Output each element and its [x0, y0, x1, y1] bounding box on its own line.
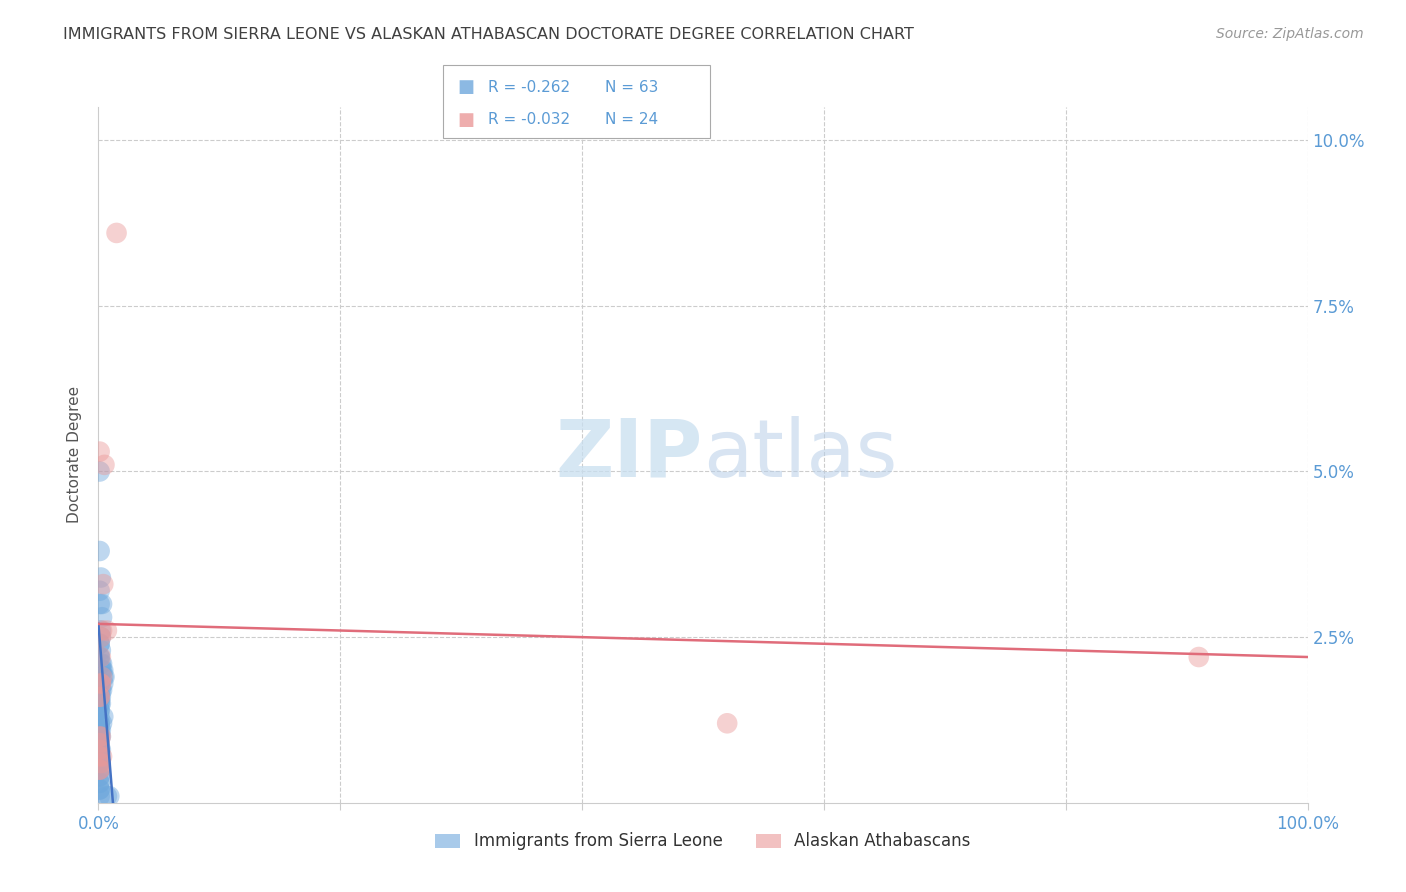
Point [89, 730, 111, 744]
Point [89, 637, 111, 651]
Text: IMMIGRANTS FROM SIERRA LEONE VS ALASKAN ATHABASCAN DOCTORATE DEGREE CORRELATION : IMMIGRANTS FROM SIERRA LEONE VS ALASKAN … [63, 27, 914, 42]
Text: ZIP: ZIP [555, 416, 703, 494]
Point [89, 703, 111, 717]
Point [105, 226, 128, 240]
Point [91, 670, 114, 684]
Point [89, 763, 111, 777]
Point [89, 637, 111, 651]
Point [89, 776, 111, 790]
Point [89, 743, 111, 757]
Point [89, 749, 111, 764]
Text: N = 24: N = 24 [605, 112, 658, 128]
Point [90, 723, 112, 737]
Y-axis label: Doctorate Degree: Doctorate Degree [67, 386, 83, 524]
Text: N = 63: N = 63 [605, 79, 658, 95]
Point [91, 657, 114, 671]
Point [91, 683, 114, 698]
Point [89, 697, 111, 711]
Point [91, 663, 114, 677]
Point [89, 736, 111, 750]
Point [93, 458, 115, 472]
Point [90, 730, 112, 744]
Point [89, 703, 111, 717]
Point [89, 690, 111, 704]
Point [89, 743, 111, 757]
Point [90, 624, 112, 638]
Point [89, 444, 111, 458]
Point [96, 624, 118, 638]
Point [89, 723, 111, 737]
Point [91, 663, 114, 677]
Text: atlas: atlas [703, 416, 897, 494]
Point [90, 676, 112, 690]
Point [90, 730, 112, 744]
Text: R = -0.032: R = -0.032 [488, 112, 569, 128]
Point [89, 716, 111, 731]
Point [89, 730, 111, 744]
Point [90, 650, 112, 665]
Point [89, 716, 111, 731]
Point [716, 716, 738, 731]
Point [1188, 650, 1211, 665]
Point [90, 697, 112, 711]
Point [89, 676, 111, 690]
Point [90, 570, 112, 584]
Point [93, 670, 115, 684]
Point [89, 769, 111, 783]
Text: ■: ■ [457, 78, 474, 96]
Point [90, 756, 112, 770]
Point [89, 782, 111, 797]
Point [89, 763, 111, 777]
Point [91, 709, 114, 723]
Point [89, 776, 111, 790]
Point [91, 577, 114, 591]
Point [91, 624, 114, 638]
Point [91, 676, 114, 690]
Point [90, 676, 112, 690]
Point [90, 690, 112, 704]
Point [91, 670, 114, 684]
Point [91, 610, 114, 624]
Point [89, 769, 111, 783]
Point [89, 690, 111, 704]
Point [89, 736, 111, 750]
Point [89, 756, 111, 770]
Text: R = -0.262: R = -0.262 [488, 79, 569, 95]
Point [89, 650, 111, 665]
Legend: Immigrants from Sierra Leone, Alaskan Athabascans: Immigrants from Sierra Leone, Alaskan At… [429, 826, 977, 857]
Point [89, 749, 111, 764]
Point [89, 763, 111, 777]
Point [96, 789, 118, 804]
Point [89, 583, 111, 598]
Point [89, 676, 111, 690]
Point [91, 716, 114, 731]
Point [91, 749, 114, 764]
Point [89, 743, 111, 757]
Point [89, 690, 111, 704]
Point [89, 789, 111, 804]
Point [89, 763, 111, 777]
Point [89, 465, 111, 479]
Point [89, 756, 111, 770]
Point [90, 663, 112, 677]
Point [89, 782, 111, 797]
Point [89, 697, 111, 711]
Point [89, 544, 111, 558]
Point [90, 643, 112, 657]
Point [89, 597, 111, 611]
Point [89, 749, 111, 764]
Point [98, 789, 121, 804]
Point [89, 650, 111, 665]
Point [90, 630, 112, 644]
Point [90, 657, 112, 671]
Point [90, 683, 112, 698]
Point [90, 743, 112, 757]
Point [89, 709, 111, 723]
Text: ■: ■ [457, 111, 474, 129]
Point [89, 690, 111, 704]
Point [90, 630, 112, 644]
Point [89, 736, 111, 750]
Point [91, 597, 114, 611]
Text: Source: ZipAtlas.com: Source: ZipAtlas.com [1216, 27, 1364, 41]
